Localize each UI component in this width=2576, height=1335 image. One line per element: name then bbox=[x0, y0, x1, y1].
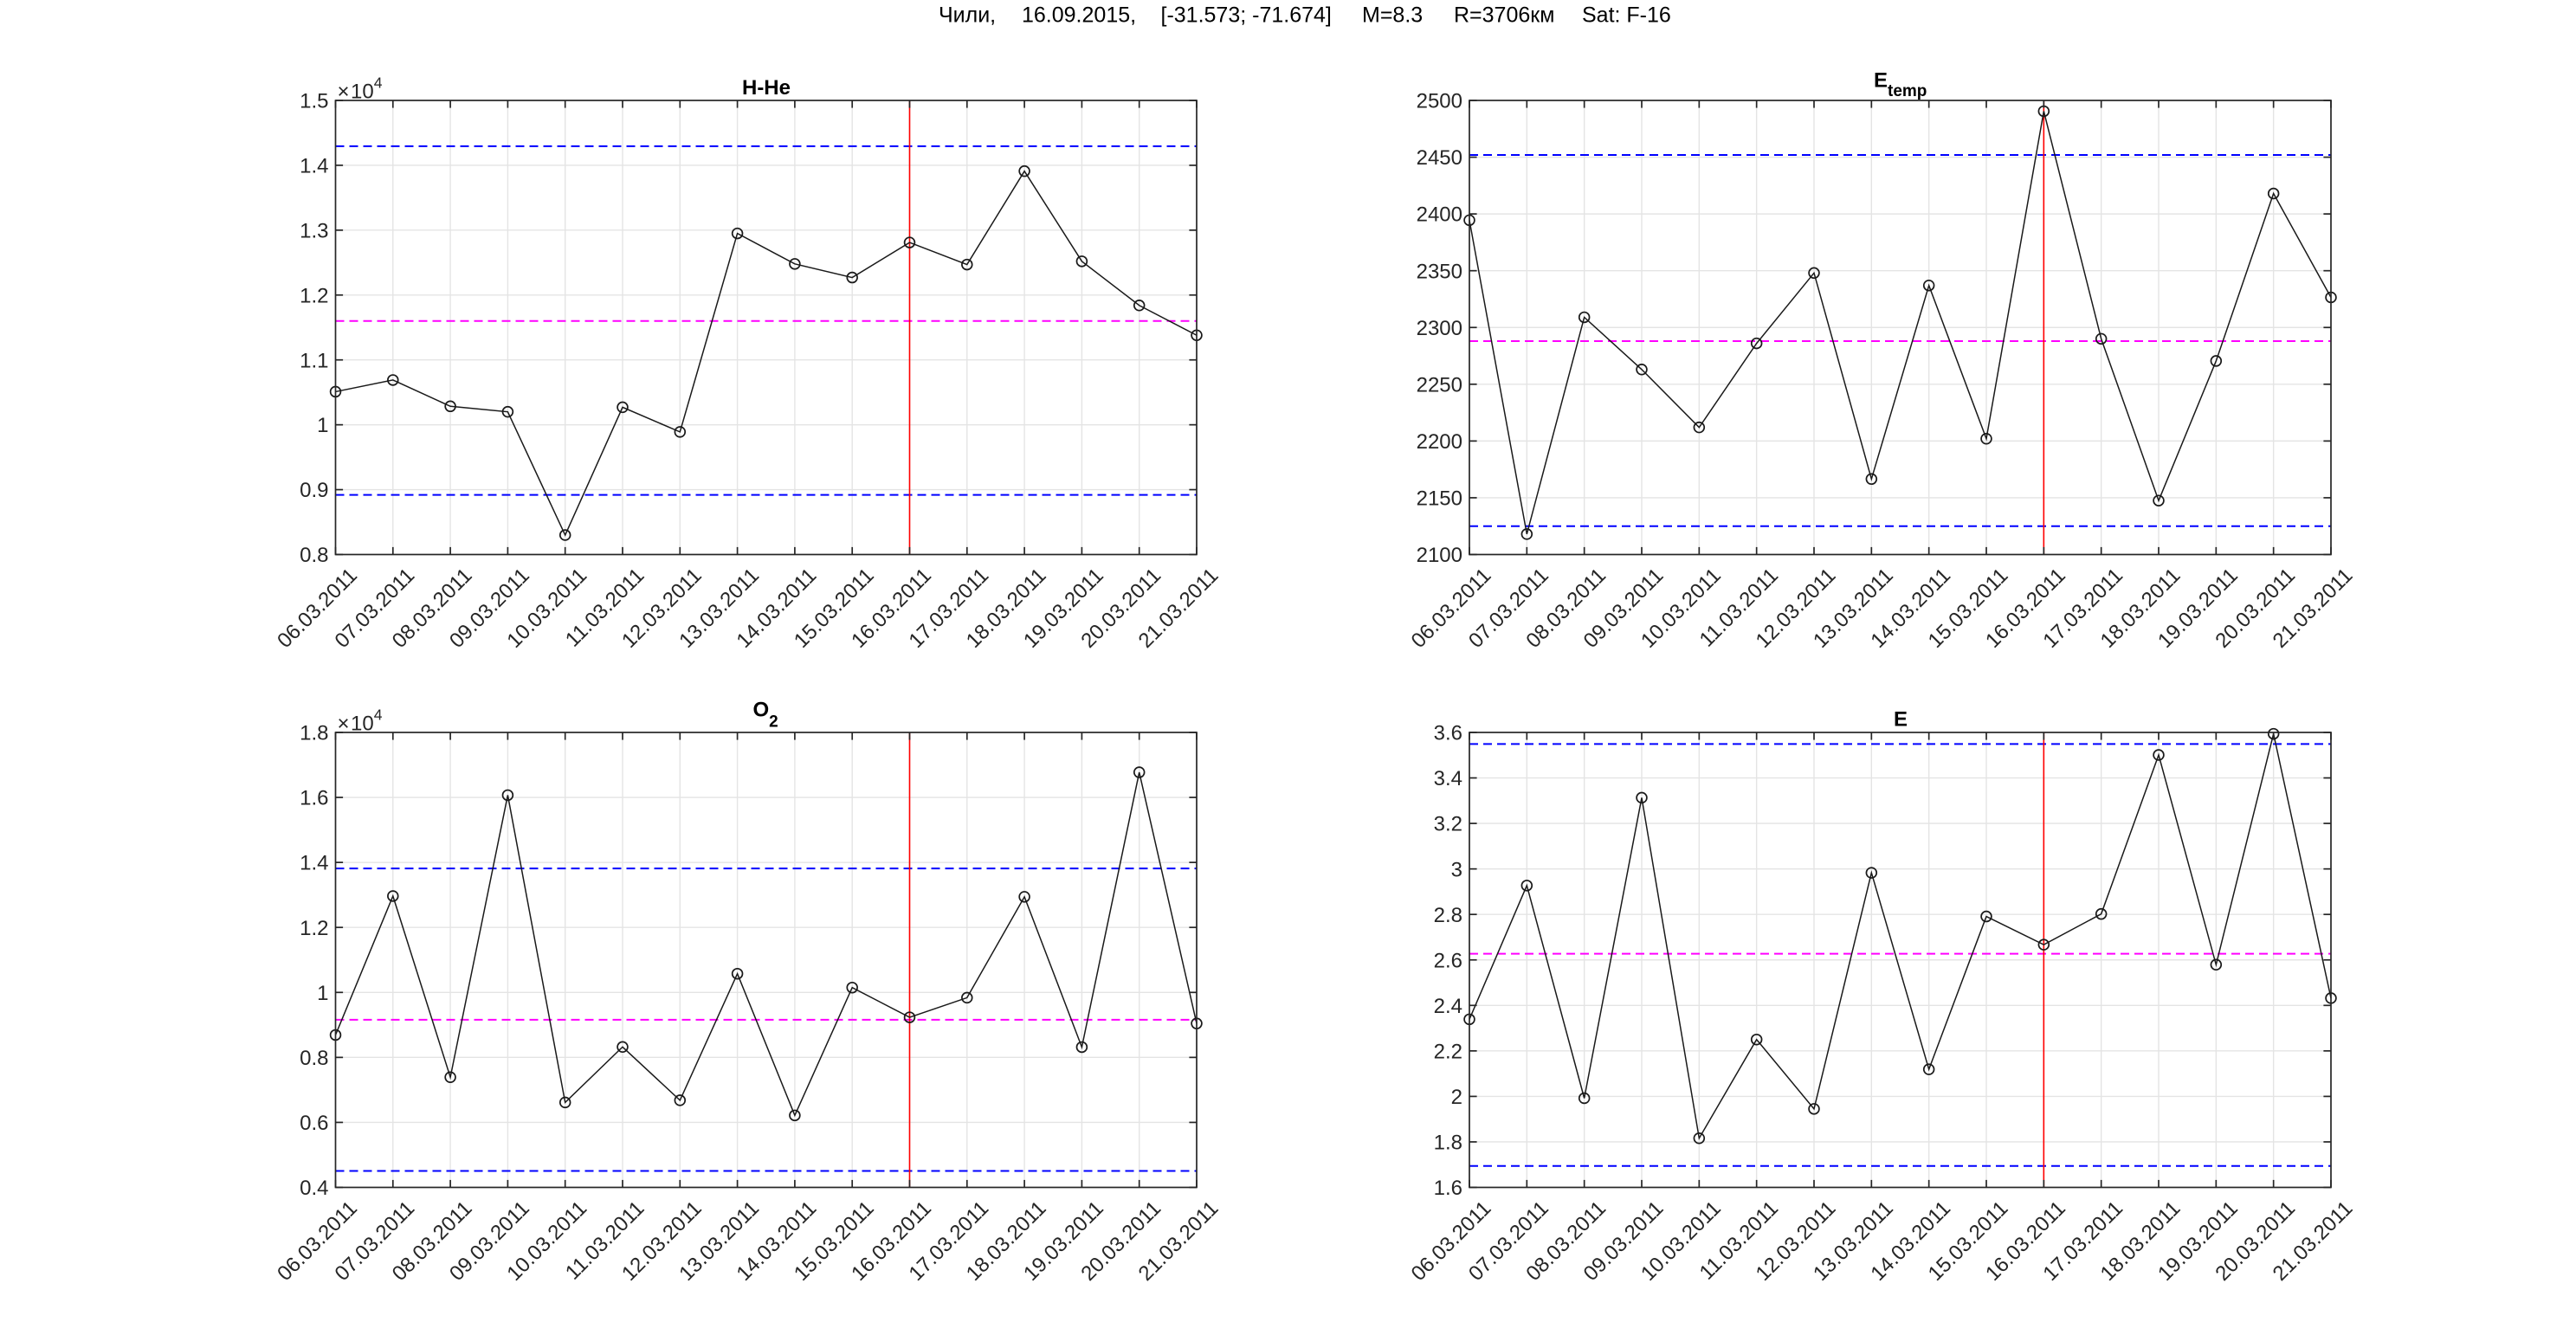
svg-text:3.6: 3.6 bbox=[1434, 722, 1462, 745]
svg-text:2150: 2150 bbox=[1417, 487, 1462, 511]
svg-text:2400: 2400 bbox=[1417, 203, 1462, 227]
svg-text:1.8: 1.8 bbox=[300, 722, 328, 745]
svg-text:2.2: 2.2 bbox=[1434, 1040, 1462, 1063]
svg-text:0.6: 0.6 bbox=[300, 1112, 328, 1135]
svg-text:2.6: 2.6 bbox=[1434, 949, 1462, 972]
svg-text:Чили,: Чили, bbox=[939, 3, 996, 28]
svg-text:M=8.3: M=8.3 bbox=[1362, 3, 1423, 28]
svg-text:1: 1 bbox=[317, 982, 328, 1005]
svg-text:1.2: 1.2 bbox=[300, 917, 328, 940]
svg-text:1.3: 1.3 bbox=[300, 219, 328, 242]
svg-text:2450: 2450 bbox=[1417, 146, 1462, 170]
svg-text:1.6: 1.6 bbox=[300, 787, 328, 810]
svg-text:R=3706км: R=3706км bbox=[1454, 3, 1554, 28]
svg-text:1.4: 1.4 bbox=[300, 852, 328, 875]
svg-text:E: E bbox=[1894, 708, 1908, 732]
svg-text:2100: 2100 bbox=[1417, 544, 1462, 567]
svg-text:2: 2 bbox=[1451, 1086, 1462, 1109]
svg-text:1.6: 1.6 bbox=[1434, 1177, 1462, 1200]
svg-text:0.9: 0.9 bbox=[300, 479, 328, 502]
svg-text:1.1: 1.1 bbox=[300, 349, 328, 372]
svg-text:1.2: 1.2 bbox=[300, 284, 328, 307]
svg-text:3.2: 3.2 bbox=[1434, 813, 1462, 836]
svg-text:1.4: 1.4 bbox=[300, 155, 328, 178]
svg-text:3.4: 3.4 bbox=[1434, 767, 1462, 790]
svg-text:0.8: 0.8 bbox=[300, 1047, 328, 1070]
svg-text:1.8: 1.8 bbox=[1434, 1132, 1462, 1155]
svg-text:2200: 2200 bbox=[1417, 430, 1462, 454]
svg-text:2.8: 2.8 bbox=[1434, 904, 1462, 927]
svg-text:H-He: H-He bbox=[742, 76, 791, 100]
svg-text:[-31.573; -71.674]: [-31.573; -71.674] bbox=[1161, 3, 1332, 28]
svg-text:16.09.2015,: 16.09.2015, bbox=[1022, 3, 1136, 28]
svg-text:3: 3 bbox=[1451, 858, 1462, 881]
svg-text:2500: 2500 bbox=[1417, 90, 1462, 113]
svg-text:2350: 2350 bbox=[1417, 260, 1462, 283]
svg-text:0.4: 0.4 bbox=[300, 1177, 328, 1200]
svg-text:2.4: 2.4 bbox=[1434, 995, 1462, 1018]
svg-text:0.8: 0.8 bbox=[300, 544, 328, 567]
svg-text:1: 1 bbox=[317, 414, 328, 437]
svg-text:2250: 2250 bbox=[1417, 373, 1462, 397]
svg-text:2300: 2300 bbox=[1417, 317, 1462, 340]
svg-text:Sat: F-16: Sat: F-16 bbox=[1582, 3, 1671, 28]
svg-text:1.5: 1.5 bbox=[300, 90, 328, 113]
